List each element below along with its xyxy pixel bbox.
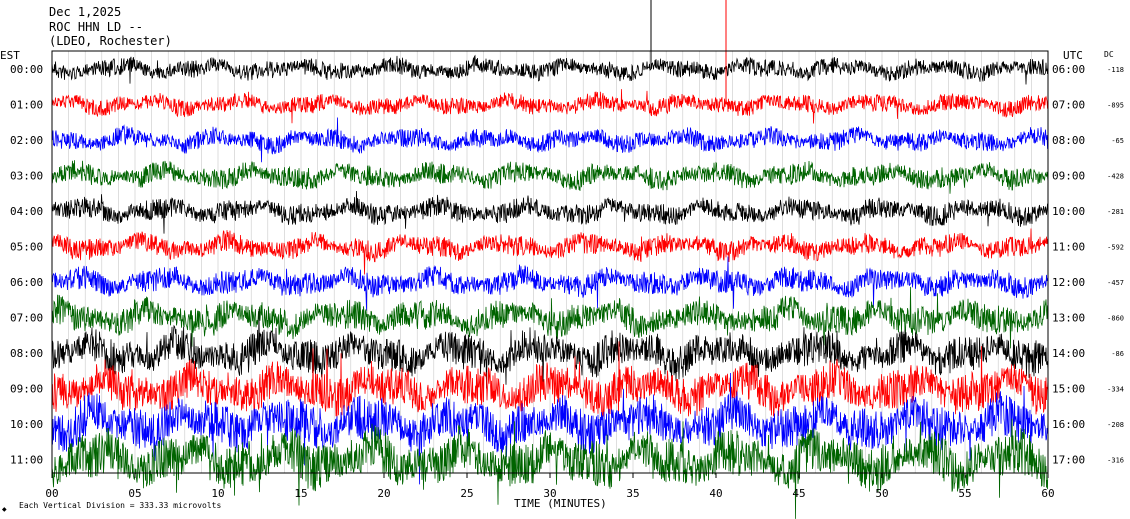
est-hour-label: 02:00	[10, 134, 43, 147]
x-tick-label: 05	[128, 487, 141, 500]
corner-mark: ◆	[2, 506, 7, 513]
est-hour-label: 01:00	[10, 99, 43, 112]
x-tick-label: 55	[958, 487, 971, 500]
est-hour-label: 07:00	[10, 312, 43, 325]
seismic-trace-0600	[51, 256, 1049, 311]
seismic-trace-0200	[51, 117, 1049, 163]
x-tick-label: 35	[626, 487, 639, 500]
dc-column-label: DC	[1104, 50, 1114, 59]
dc-offset-label: -592	[1107, 244, 1124, 252]
dc-offset-label: -118	[1107, 66, 1124, 74]
est-hour-label: 04:00	[10, 205, 43, 218]
seismic-trace-1100	[51, 418, 1049, 519]
vertical-scale-note: Each Vertical Division = 333.33 microvol…	[19, 501, 221, 510]
dc-offset-label: -895	[1107, 102, 1124, 110]
x-tick-label: 60	[1041, 487, 1054, 500]
dc-offset-label: -208	[1107, 421, 1124, 429]
dc-offset-label: -281	[1107, 208, 1124, 216]
network-name: (LDEO, Rochester)	[49, 34, 172, 48]
est-hour-label: 09:00	[10, 383, 43, 396]
dc-offset-label: -86	[1111, 350, 1124, 358]
x-tick-label: 25	[460, 487, 473, 500]
utc-hour-label: 08:00	[1052, 134, 1085, 147]
utc-hour-label: 15:00	[1052, 383, 1085, 396]
x-tick-label: 45	[792, 487, 805, 500]
utc-hour-label: 12:00	[1052, 276, 1085, 289]
dc-offset-label: -860	[1107, 315, 1124, 323]
dc-offset-label: -334	[1107, 386, 1124, 394]
seismic-trace-0000	[51, 54, 1049, 85]
utc-hour-label: 16:00	[1052, 418, 1085, 431]
seismic-trace-0100	[51, 89, 1049, 124]
seismic-trace-0400	[51, 190, 1049, 234]
seismic-trace-0300	[51, 160, 1049, 194]
est-hour-label: 00:00	[10, 63, 43, 76]
est-hour-label: 08:00	[10, 347, 43, 360]
est-hour-label: 05:00	[10, 241, 43, 254]
x-tick-label: 40	[709, 487, 722, 500]
utc-hour-label: 13:00	[1052, 312, 1085, 325]
seismic-traces	[51, 0, 1049, 519]
left-timezone-label: EST	[0, 49, 20, 62]
axis-labels: 00:00 06:00 -118 01:00 07:00 -895 02:00 08:00 -6…	[10, 63, 1124, 500]
x-tick-label: 00	[45, 487, 58, 500]
dc-offset-label: -457	[1107, 279, 1124, 287]
est-hour-label: 10:00	[10, 418, 43, 431]
dc-offset-label: -316	[1107, 457, 1124, 465]
right-timezone-label: UTC	[1063, 49, 1083, 62]
utc-hour-label: 17:00	[1052, 454, 1085, 467]
seismic-trace-0900	[51, 341, 1049, 419]
dc-offset-label: -428	[1107, 173, 1124, 181]
x-tick-label: 15	[294, 487, 307, 500]
utc-hour-label: 06:00	[1052, 63, 1085, 76]
utc-hour-label: 07:00	[1052, 99, 1085, 112]
est-hour-label: 06:00	[10, 276, 43, 289]
chart-date: Dec 1,2025	[49, 5, 122, 19]
station-code: ROC HHN LD --	[49, 20, 143, 34]
utc-hour-label: 11:00	[1052, 241, 1085, 254]
est-hour-label: 11:00	[10, 454, 43, 467]
x-axis-title: TIME (MINUTES)	[514, 497, 607, 510]
seismic-trace-0700	[51, 286, 1049, 349]
x-tick-label: 20	[377, 487, 390, 500]
x-tick-label: 10	[211, 487, 224, 500]
x-tick-label: 50	[875, 487, 888, 500]
est-hour-label: 03:00	[10, 170, 43, 183]
seismic-trace-1000	[51, 372, 1049, 485]
time-gridlines	[51, 51, 1049, 473]
utc-hour-label: 09:00	[1052, 170, 1085, 183]
utc-hour-label: 14:00	[1052, 347, 1085, 360]
seismic-trace-0500	[51, 228, 1049, 275]
utc-hour-label: 10:00	[1052, 205, 1085, 218]
dc-offset-label: -65	[1111, 137, 1124, 145]
seismic-trace-0800	[51, 308, 1049, 389]
x-tick-label: 30	[543, 487, 556, 500]
